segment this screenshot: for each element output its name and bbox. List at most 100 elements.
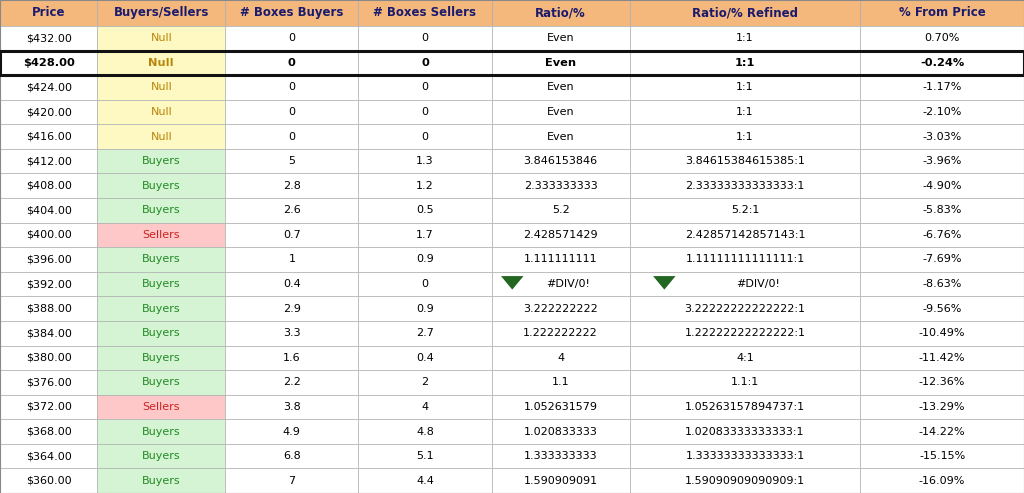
Bar <box>97 149 225 174</box>
Text: Even: Even <box>547 34 574 43</box>
Bar <box>492 0 630 26</box>
Bar <box>0 0 97 26</box>
Text: 4.4: 4.4 <box>416 476 434 486</box>
Bar <box>358 174 492 198</box>
Bar <box>492 198 630 223</box>
Text: Even: Even <box>545 58 577 68</box>
Text: 1.1: 1.1 <box>552 378 569 387</box>
Bar <box>0 198 97 223</box>
Bar <box>630 174 860 198</box>
Text: -8.63%: -8.63% <box>923 279 962 289</box>
Text: $428.00: $428.00 <box>23 58 75 68</box>
Text: 1.020833333: 1.020833333 <box>523 426 598 437</box>
Text: 0.9: 0.9 <box>416 254 434 265</box>
Bar <box>492 223 630 247</box>
Bar <box>492 346 630 370</box>
Bar <box>225 444 358 468</box>
Bar <box>225 198 358 223</box>
Bar <box>0 272 97 296</box>
Bar <box>860 444 1024 468</box>
Text: 1.3: 1.3 <box>416 156 434 166</box>
Text: 6.8: 6.8 <box>283 451 301 461</box>
Bar <box>0 468 97 493</box>
Text: 4: 4 <box>557 353 564 363</box>
Text: 2: 2 <box>422 378 428 387</box>
Text: 2.2: 2.2 <box>283 378 301 387</box>
Bar <box>492 468 630 493</box>
Text: -5.83%: -5.83% <box>923 206 962 215</box>
Bar <box>0 247 97 272</box>
Bar <box>492 149 630 174</box>
Text: 1.11111111111111:1: 1.11111111111111:1 <box>685 254 805 265</box>
Bar <box>630 419 860 444</box>
Text: 5.1: 5.1 <box>416 451 434 461</box>
Bar <box>630 321 860 346</box>
Bar <box>630 296 860 321</box>
Text: Null: Null <box>151 107 172 117</box>
Bar <box>358 346 492 370</box>
Text: 1.222222222: 1.222222222 <box>523 328 598 338</box>
Text: Buyers: Buyers <box>142 156 180 166</box>
Bar <box>358 321 492 346</box>
Bar <box>492 75 630 100</box>
Text: -2.10%: -2.10% <box>923 107 962 117</box>
Bar <box>860 51 1024 75</box>
Text: 3.84615384615385:1: 3.84615384615385:1 <box>685 156 805 166</box>
Bar <box>630 198 860 223</box>
Text: Sellers: Sellers <box>142 402 180 412</box>
Bar <box>97 124 225 149</box>
Text: #DIV/0!: #DIV/0! <box>735 279 779 289</box>
Text: 2.8: 2.8 <box>283 181 301 191</box>
Text: 1.7: 1.7 <box>416 230 434 240</box>
Text: 1:1: 1:1 <box>736 132 754 141</box>
Text: $412.00: $412.00 <box>26 156 72 166</box>
Bar <box>225 370 358 395</box>
Text: 0: 0 <box>422 34 428 43</box>
Bar <box>0 370 97 395</box>
Text: 1.33333333333333:1: 1.33333333333333:1 <box>685 451 805 461</box>
Text: 3.846153846: 3.846153846 <box>523 156 598 166</box>
Bar <box>630 51 860 75</box>
Text: Even: Even <box>547 132 574 141</box>
Text: 0: 0 <box>289 107 295 117</box>
Text: $380.00: $380.00 <box>26 353 72 363</box>
Text: Even: Even <box>547 107 574 117</box>
Bar <box>358 198 492 223</box>
Text: 1:1: 1:1 <box>736 34 754 43</box>
Bar <box>97 223 225 247</box>
Bar <box>358 395 492 419</box>
Text: -6.76%: -6.76% <box>923 230 962 240</box>
Text: 5: 5 <box>289 156 295 166</box>
Bar <box>358 370 492 395</box>
Bar <box>358 124 492 149</box>
Bar <box>225 100 358 124</box>
Bar <box>225 124 358 149</box>
Text: 1.590909091: 1.590909091 <box>523 476 598 486</box>
Text: 0: 0 <box>422 279 428 289</box>
Bar <box>225 26 358 51</box>
Text: Buyers: Buyers <box>142 181 180 191</box>
Text: 1:1: 1:1 <box>736 82 754 93</box>
Text: Null: Null <box>151 132 172 141</box>
Bar <box>860 0 1024 26</box>
Text: Buyers: Buyers <box>142 451 180 461</box>
Text: 1.333333333: 1.333333333 <box>524 451 597 461</box>
Bar <box>0 26 97 51</box>
Text: -12.36%: -12.36% <box>919 378 966 387</box>
Bar <box>97 100 225 124</box>
Text: 1: 1 <box>289 254 295 265</box>
Polygon shape <box>653 276 676 289</box>
Bar <box>358 296 492 321</box>
Bar <box>860 370 1024 395</box>
Text: Buyers: Buyers <box>142 353 180 363</box>
Bar <box>358 444 492 468</box>
Text: 1.22222222222222:1: 1.22222222222222:1 <box>684 328 806 338</box>
Bar <box>97 0 225 26</box>
Text: $416.00: $416.00 <box>26 132 72 141</box>
Bar <box>630 395 860 419</box>
Bar <box>860 198 1024 223</box>
Text: -3.03%: -3.03% <box>923 132 962 141</box>
Bar <box>630 370 860 395</box>
Bar <box>225 174 358 198</box>
Text: Buyers/Sellers: Buyers/Sellers <box>114 6 209 20</box>
